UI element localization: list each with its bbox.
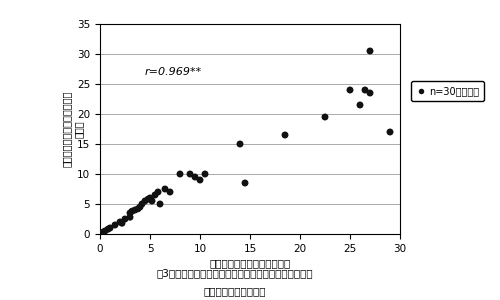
X-axis label: 解割法による複肧珠率（％）: 解割法による複肧珠率（％） [210,258,290,268]
Text: r=0.969**: r=0.969** [145,67,202,77]
Point [131,208,139,212]
Point [104,227,112,232]
Text: による複肧珠率の関係: による複肧珠率の関係 [204,286,266,296]
Point [141,199,149,203]
Point [386,130,394,134]
Point [186,172,194,176]
Point [241,181,249,185]
Point [236,142,244,146]
Point [201,172,209,176]
Point [146,196,154,200]
Y-axis label: 非破壊調査法による複肧珠率
（％）: 非破壊調査法による複肧珠率 （％） [62,91,84,167]
Point [161,187,169,191]
Point [126,211,134,215]
Point [154,190,162,194]
Point [281,133,289,137]
Point [116,220,124,224]
Point [144,197,152,202]
Point [111,223,119,227]
Point [148,199,156,203]
Point [366,91,374,95]
Point [191,175,199,179]
Point [126,215,134,220]
Point [121,217,129,221]
Point [196,178,204,182]
Point [99,230,107,235]
Point [136,205,144,209]
Point [106,226,114,230]
Point [321,115,329,119]
Point [134,206,142,211]
Point [101,229,109,233]
Legend: n=30（系統）: n=30（系統） [411,81,484,101]
Point [361,88,369,92]
Point [356,103,364,107]
Point [151,193,159,197]
Point [346,88,354,92]
Point [366,49,374,53]
Point [128,209,136,214]
Point [176,172,184,176]
Text: 図3　てんさい単肧果実における解割法と非破壊調査法: 図3 てんさい単肧果実における解割法と非破壊調査法 [156,268,314,278]
Point [138,202,146,206]
Point [156,202,164,206]
Point [118,221,126,226]
Point [166,190,174,194]
